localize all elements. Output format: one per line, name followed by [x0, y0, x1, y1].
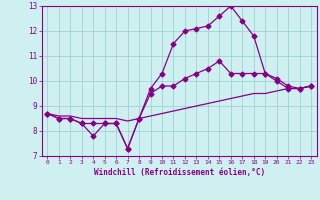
- X-axis label: Windchill (Refroidissement éolien,°C): Windchill (Refroidissement éolien,°C): [94, 168, 265, 177]
